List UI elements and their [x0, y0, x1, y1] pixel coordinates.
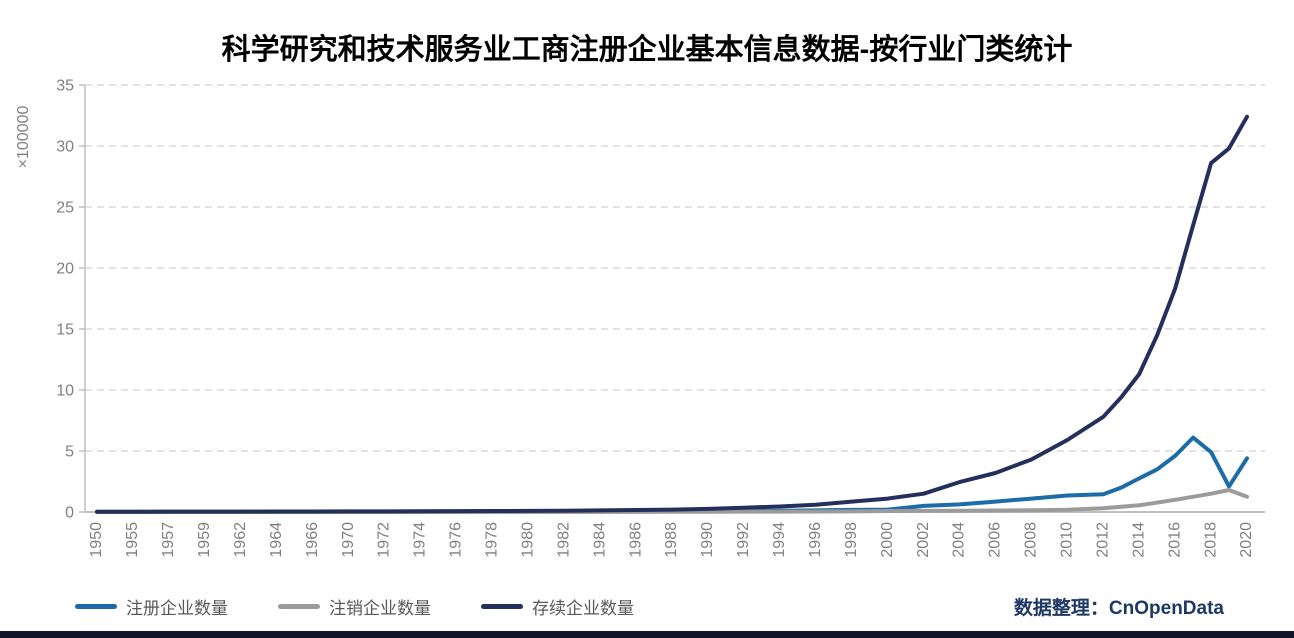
svg-text:2020: 2020 — [1238, 522, 1255, 558]
svg-text:1986: 1986 — [627, 522, 644, 558]
svg-text:5: 5 — [65, 444, 74, 461]
svg-text:1982: 1982 — [555, 522, 572, 558]
svg-text:20: 20 — [56, 261, 74, 278]
svg-text:0: 0 — [65, 505, 74, 522]
registered-line-swatch — [75, 603, 117, 609]
svg-text:1976: 1976 — [448, 522, 465, 558]
svg-text:2014: 2014 — [1130, 522, 1147, 558]
svg-text:1964: 1964 — [268, 522, 285, 558]
svg-text:30: 30 — [56, 139, 74, 156]
svg-text:2006: 2006 — [987, 522, 1004, 558]
legend-item-deregistered: 注销企业数量 — [278, 594, 431, 619]
svg-text:1984: 1984 — [591, 522, 608, 558]
svg-text:2008: 2008 — [1023, 522, 1040, 558]
svg-text:1955: 1955 — [124, 522, 141, 558]
legend-label-surviving: 存续企业数量 — [532, 598, 634, 618]
svg-text:2004: 2004 — [951, 522, 968, 558]
svg-text:1988: 1988 — [663, 522, 680, 558]
legend-item-registered: 注册企业数量 — [75, 594, 228, 619]
svg-text:1950: 1950 — [88, 522, 105, 558]
legend-item-surviving: 存续企业数量 — [481, 594, 634, 619]
svg-text:1978: 1978 — [484, 522, 501, 558]
chart-footer: 注册企业数量 注销企业数量 存续企业数量 数据整理：CnOpenData — [75, 589, 1224, 623]
svg-text:2016: 2016 — [1166, 522, 1183, 558]
svg-text:1972: 1972 — [376, 522, 393, 558]
svg-text:1959: 1959 — [196, 522, 213, 558]
svg-text:1957: 1957 — [160, 522, 177, 558]
svg-text:1996: 1996 — [807, 522, 824, 558]
svg-text:1990: 1990 — [699, 522, 716, 558]
chart-title: 科学研究和技术服务业工商注册企业基本信息数据-按行业门类统计 — [221, 34, 1073, 66]
svg-text:2002: 2002 — [915, 522, 932, 558]
svg-text:1970: 1970 — [340, 522, 357, 558]
svg-text:1980: 1980 — [519, 522, 536, 558]
svg-text:1966: 1966 — [304, 522, 321, 558]
legend-label-registered: 注册企业数量 — [126, 598, 228, 618]
svg-text:2010: 2010 — [1059, 522, 1076, 558]
svg-text:1974: 1974 — [412, 522, 429, 558]
svg-text:1962: 1962 — [232, 522, 249, 558]
bottom-edge-bar — [0, 631, 1294, 638]
svg-text:1998: 1998 — [843, 522, 860, 558]
svg-text:10: 10 — [56, 383, 74, 400]
svg-text:2018: 2018 — [1202, 522, 1219, 558]
svg-text:2000: 2000 — [879, 522, 896, 558]
svg-text:35: 35 — [56, 78, 74, 95]
svg-text:1994: 1994 — [771, 522, 788, 558]
svg-text:15: 15 — [56, 322, 74, 339]
svg-text:25: 25 — [56, 200, 74, 217]
svg-text:1992: 1992 — [735, 522, 752, 558]
deregistered-line-swatch — [278, 603, 320, 609]
legend-label-deregistered: 注销企业数量 — [329, 598, 431, 618]
svg-text:2012: 2012 — [1094, 522, 1111, 558]
legend: 注册企业数量 注销企业数量 存续企业数量 — [75, 594, 634, 619]
surviving-line-swatch — [481, 603, 523, 609]
data-credit: 数据整理：CnOpenData — [1013, 597, 1224, 619]
